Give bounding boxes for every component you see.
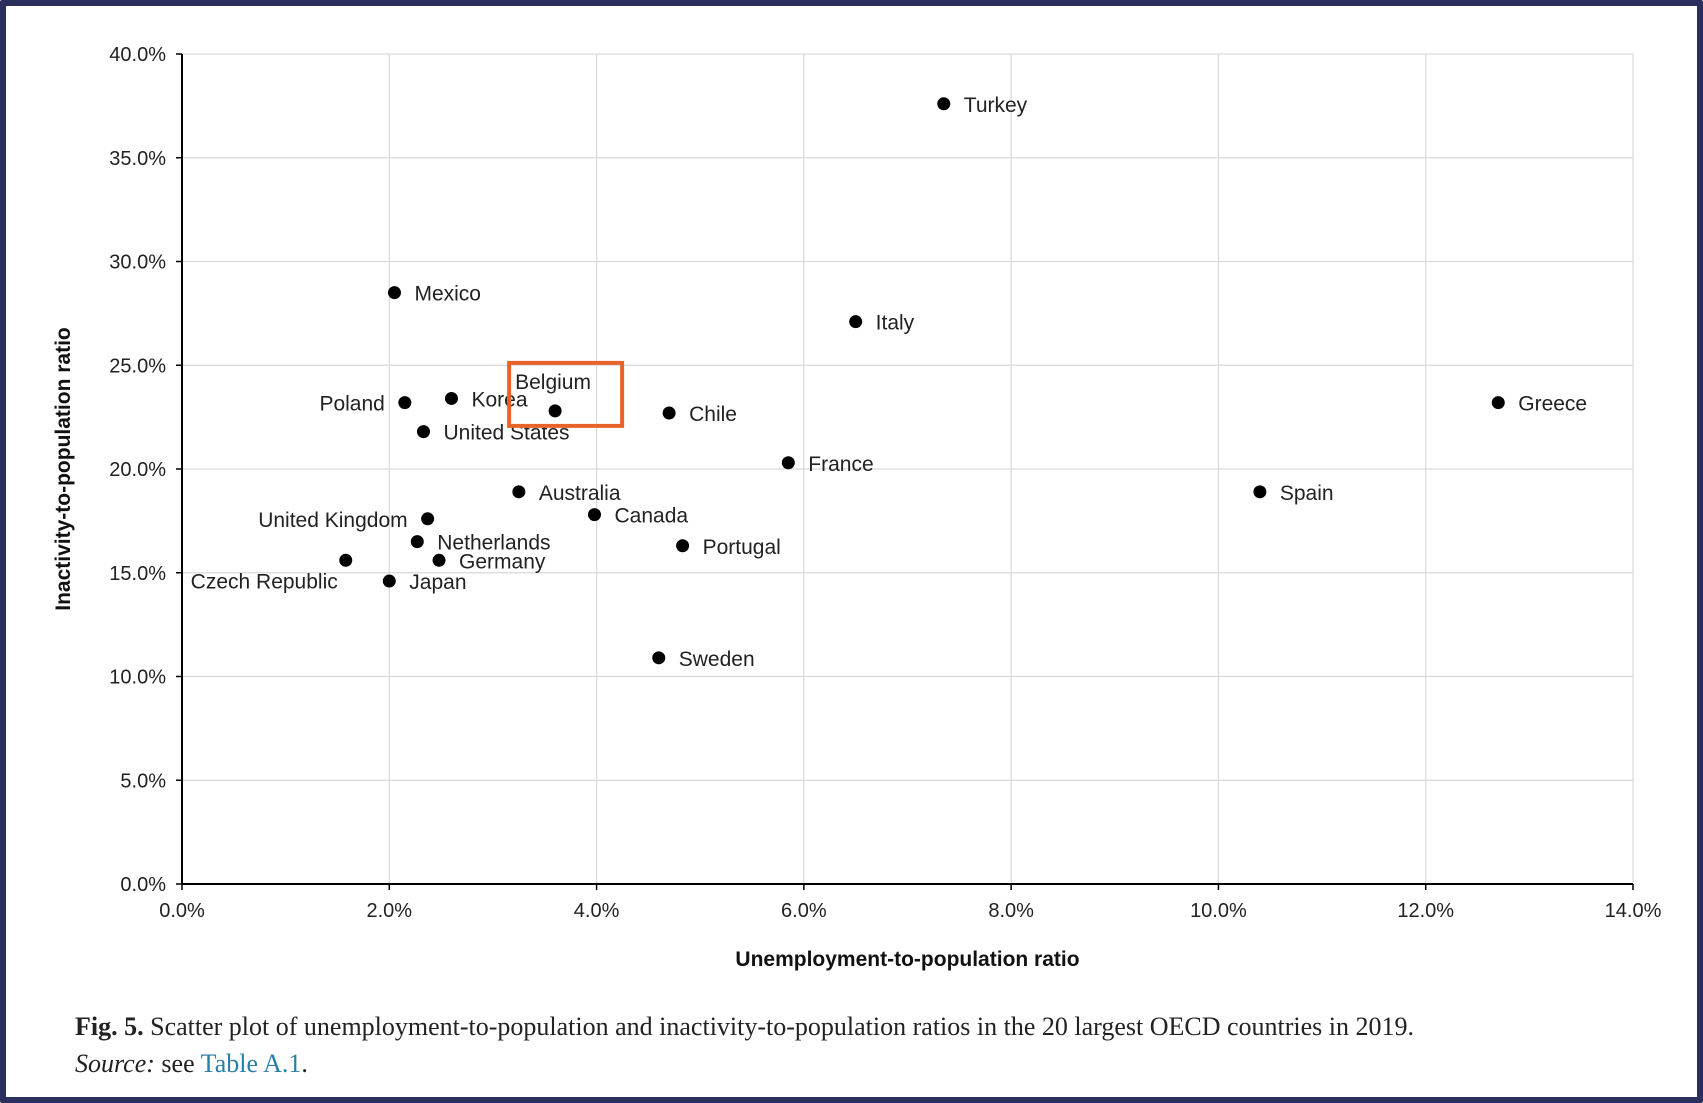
y-axis-title: Inactivity-to-population ratio	[52, 327, 75, 611]
caption-text: Scatter plot of unemployment-to-populati…	[150, 1012, 1415, 1041]
y-tick-label: 15.0%	[109, 563, 166, 585]
label-sweden: Sweden	[679, 648, 755, 671]
point-spain	[1253, 485, 1267, 499]
label-australia: Australia	[539, 482, 621, 505]
point-germany	[432, 553, 446, 567]
label-poland: Poland	[319, 393, 384, 416]
label-korea: Korea	[471, 388, 527, 411]
data-points	[339, 97, 1505, 665]
x-tick-label: 8.0%	[988, 900, 1034, 922]
x-tick-label: 4.0%	[574, 900, 620, 922]
y-tick-label: 10.0%	[109, 667, 166, 689]
point-netherlands	[410, 535, 424, 549]
label-turkey: Turkey	[964, 94, 1028, 117]
table-link[interactable]: Table A.1	[200, 1049, 302, 1078]
point-united-states	[416, 425, 430, 439]
y-tick-label: 30.0%	[109, 252, 166, 274]
gridlines	[182, 53, 1634, 884]
y-tick-label: 40.0%	[109, 44, 166, 66]
caption-line-1: Fig. 5. Scatter plot of unemployment-to-…	[75, 1008, 1655, 1045]
x-tick-label: 12.0%	[1397, 900, 1454, 922]
point-australia	[512, 485, 526, 499]
highlight-box-group	[507, 360, 625, 428]
label-france: France	[808, 453, 873, 476]
label-portugal: Portugal	[703, 536, 781, 559]
point-japan	[382, 574, 396, 588]
point-turkey	[937, 97, 951, 111]
label-netherlands: Netherlands	[437, 532, 550, 555]
label-japan: Japan	[409, 571, 466, 594]
point-labels: Turkey Mexico Italy Belgium Poland Korea Chile…	[191, 94, 1587, 671]
figure-caption: Fig. 5. Scatter plot of unemployment-to-…	[75, 1008, 1655, 1082]
label-germany: Germany	[459, 550, 546, 573]
y-tick-label: 0.0%	[120, 874, 166, 896]
axes	[176, 53, 1634, 890]
label-mexico: Mexico	[414, 283, 481, 306]
x-tick-label: 6.0%	[781, 900, 827, 922]
highlight-box	[507, 360, 625, 428]
source-end: .	[301, 1049, 308, 1078]
label-spain: Spain	[1280, 482, 1334, 505]
y-tick-label: 20.0%	[109, 459, 166, 481]
label-chile: Chile	[689, 403, 737, 426]
label-czech-republic: Czech Republic	[191, 570, 338, 593]
label-italy: Italy	[876, 312, 915, 335]
label-canada: Canada	[614, 505, 688, 528]
label-belgium: Belgium	[515, 371, 591, 394]
y-tick-labels: 0.0% 5.0% 10.0% 15.0% 20.0% 25.0% 30.0% 35.0% 40…	[109, 44, 166, 896]
x-tick-label: 10.0%	[1190, 900, 1247, 922]
point-greece	[1491, 396, 1505, 410]
point-france	[781, 456, 795, 470]
x-tick-label: 2.0%	[366, 900, 412, 922]
point-czech-republic	[339, 553, 353, 567]
point-belgium	[548, 404, 562, 418]
point-poland	[398, 396, 412, 410]
y-tick-label: 25.0%	[109, 355, 166, 377]
point-portugal	[676, 539, 690, 553]
point-sweden	[652, 651, 666, 665]
x-tick-label: 0.0%	[159, 900, 205, 922]
point-mexico	[387, 286, 401, 300]
figure-label: Fig. 5.	[75, 1012, 144, 1041]
point-canada	[587, 508, 601, 522]
x-tick-labels: 0.0% 2.0% 4.0% 6.0% 8.0% 10.0% 12.0% 14.0%	[159, 900, 1661, 922]
source-label: Source:	[75, 1049, 155, 1078]
point-korea	[444, 391, 458, 405]
label-greece: Greece	[1518, 393, 1587, 416]
point-italy	[849, 315, 863, 329]
caption-line-2: Source: see Table A.1.	[75, 1045, 1655, 1082]
y-tick-label: 35.0%	[109, 148, 166, 170]
point-united-kingdom	[421, 512, 435, 526]
y-tick-label: 5.0%	[120, 770, 166, 792]
x-axis-title: Unemployment-to-population ratio	[735, 948, 1079, 971]
point-chile	[662, 406, 676, 420]
source-text: see	[161, 1049, 195, 1078]
label-united-kingdom: United Kingdom	[258, 509, 407, 532]
x-tick-label: 14.0%	[1605, 900, 1662, 922]
